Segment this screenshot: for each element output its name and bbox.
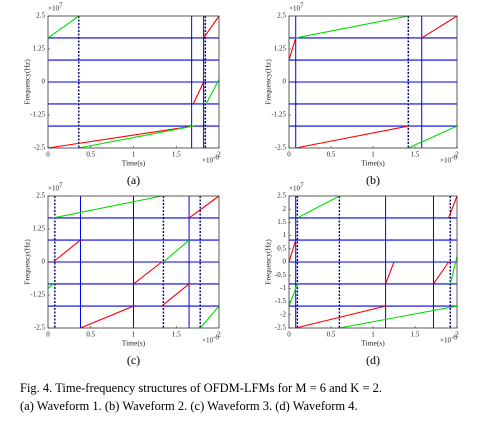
- y-tick-label: 0: [42, 258, 46, 266]
- x-tick-label: 1: [132, 331, 136, 339]
- x-tick-label: 0: [287, 151, 291, 159]
- chirp-line: [295, 15, 458, 149]
- x-tick-label: 2: [455, 331, 459, 339]
- y-tick-label: 0.5: [277, 244, 286, 252]
- y-axis-label: Frequency(Hz): [23, 59, 32, 105]
- chirp-line: [288, 195, 458, 329]
- subplot: 0 0.5 1 1.5 2 -2.5 -1.25 0 1.25 2.5 Time(s) Frequen…: [23, 2, 222, 187]
- y-multiplier: ×10: [289, 185, 300, 193]
- y-tick-label: 0: [283, 258, 287, 266]
- y-multiplier-exp: 7: [59, 182, 63, 190]
- y-tick-label: -1.25: [30, 111, 45, 119]
- caption-line: Fig. 4. Time-frequency structures of OFD…: [20, 381, 382, 395]
- y-tick-label: -1.25: [271, 111, 286, 119]
- x-axis-label: Time(s): [122, 339, 146, 348]
- y-tick-label: -2.5: [275, 324, 287, 332]
- y-multiplier-exp: 7: [300, 2, 304, 10]
- x-tick-label: 1: [132, 151, 136, 159]
- y-axis-label: Frequency(Hz): [23, 239, 32, 285]
- chirp-line: [288, 15, 458, 149]
- x-tick-label: 1: [371, 331, 375, 339]
- y-tick-label: 0: [42, 78, 46, 86]
- y-tick-label: -1.25: [30, 291, 45, 299]
- x-tick-label: 1.5: [411, 331, 420, 339]
- x-multiplier: ×10: [440, 337, 451, 345]
- x-tick-label: 1.5: [172, 151, 181, 159]
- y-tick-label: 1.5: [277, 218, 286, 226]
- x-axis-label: Time(s): [361, 339, 385, 348]
- x-tick-label: 0: [46, 151, 50, 159]
- y-tick-label: 2.5: [277, 12, 286, 20]
- caption-line: (a) Waveform 1. (b) Waveform 2. (c) Wave…: [20, 399, 358, 413]
- x-multiplier: ×10: [202, 157, 213, 165]
- subplot-label: (c): [127, 353, 140, 367]
- x-tick-label: 0.5: [86, 151, 95, 159]
- x-tick-label: 1: [371, 151, 375, 159]
- x-multiplier-exp: -6: [451, 334, 457, 342]
- subplot: 0 0.5 1 1.5 2 -2.5 -2 -1.5 -1 -0.5 0 0.5 1 1.5 2 2.5 Tim…: [264, 182, 460, 367]
- y-axis-label: Frequency(Hz): [264, 59, 273, 105]
- x-tick-label: 2: [455, 151, 459, 159]
- x-tick-label: 0: [287, 331, 291, 339]
- x-tick-label: 1.5: [172, 331, 181, 339]
- x-multiplier-exp: -6: [451, 154, 457, 162]
- y-tick-label: 2.5: [277, 192, 286, 200]
- y-tick-label: -1: [280, 284, 286, 292]
- chirp-line: [288, 195, 458, 329]
- y-multiplier: ×10: [48, 5, 59, 13]
- subplot: 0 0.5 1 1.5 2 -2.5 -1.25 0 1.25 2.5 Time(s) Frequen…: [23, 182, 222, 367]
- y-tick-label: 0: [283, 78, 287, 86]
- x-tick-label: 2: [217, 151, 221, 159]
- y-tick-label: 1.25: [33, 225, 46, 233]
- x-axis-label: Time(s): [122, 159, 146, 168]
- y-axis-label: Frequency(Hz): [264, 239, 273, 285]
- x-axis-label: Time(s): [361, 159, 385, 168]
- y-tick-label: -2: [280, 310, 286, 318]
- subplot-label: (b): [366, 173, 380, 187]
- y-tick-label: 1: [283, 231, 287, 239]
- y-multiplier-exp: 7: [59, 2, 63, 10]
- y-tick-label: 2: [283, 205, 287, 213]
- y-multiplier: ×10: [48, 185, 59, 193]
- x-multiplier-exp: -6: [213, 334, 219, 342]
- y-multiplier: ×10: [289, 5, 300, 13]
- x-tick-label: 0.5: [327, 151, 336, 159]
- subplot-label: (a): [127, 173, 140, 187]
- chirp-line: [47, 195, 220, 329]
- y-tick-label: 2.5: [36, 192, 45, 200]
- x-multiplier: ×10: [440, 157, 451, 165]
- x-tick-label: 1.5: [411, 151, 420, 159]
- y-tick-label: 2.5: [36, 12, 45, 20]
- y-tick-label: -2.5: [34, 324, 46, 332]
- y-tick-label: -0.5: [275, 271, 287, 279]
- y-tick-label: -2.5: [34, 144, 46, 152]
- y-tick-label: -2.5: [275, 144, 287, 152]
- y-tick-label: 1.25: [274, 45, 287, 53]
- x-multiplier-exp: -6: [213, 154, 219, 162]
- x-tick-label: 0: [46, 331, 50, 339]
- x-tick-label: 2: [217, 331, 221, 339]
- y-tick-label: 1.25: [33, 45, 46, 53]
- y-tick-label: -1.5: [275, 297, 287, 305]
- subplot: 0 0.5 1 1.5 2 -2.5 -1.25 0 1.25 2.5 Time(s) Frequen…: [264, 2, 460, 187]
- chirp-line: [47, 15, 220, 149]
- x-multiplier: ×10: [202, 337, 213, 345]
- chirp-line: [47, 15, 220, 149]
- x-tick-label: 0.5: [86, 331, 95, 339]
- x-tick-label: 0.5: [327, 331, 336, 339]
- subplot-label: (d): [366, 353, 380, 367]
- chirp-line: [52, 195, 220, 329]
- y-multiplier-exp: 7: [300, 182, 304, 190]
